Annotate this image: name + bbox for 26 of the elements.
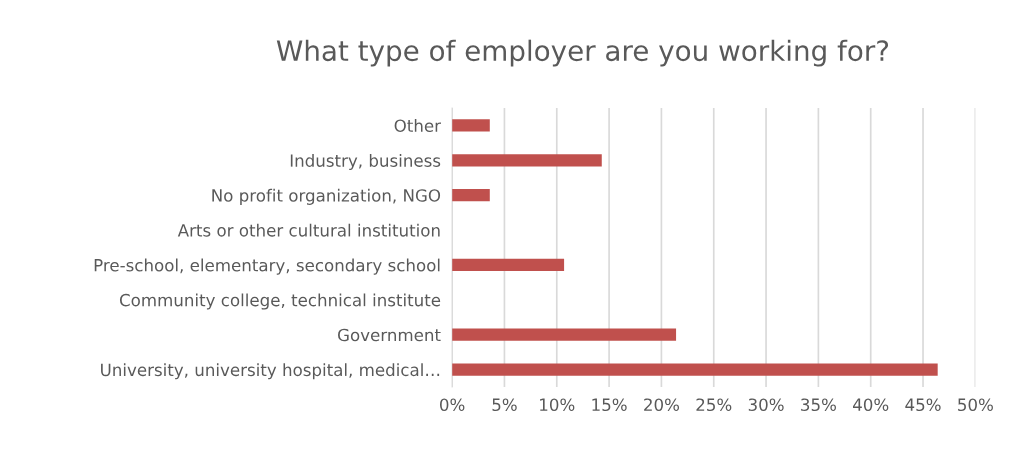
y-tick-label: Pre-school, elementary, secondary school <box>94 258 440 275</box>
x-tick-label: 50% <box>958 398 993 412</box>
y-tick-label: University, university hospital, medical… <box>101 363 440 380</box>
y-tick-label: Other <box>394 119 442 133</box>
bar <box>452 189 490 202</box>
chart-title: What type of employer are you working for? <box>276 39 889 67</box>
x-tick-label: 5% <box>492 398 517 412</box>
y-tick-label: Government <box>338 328 441 342</box>
y-tick-label: Arts or other cultural institution <box>177 223 440 237</box>
x-tick-label: 20% <box>644 398 680 412</box>
bar <box>452 154 602 167</box>
x-tick-label: 0% <box>440 398 465 412</box>
bar <box>452 258 565 272</box>
y-tick-label: Industry, business <box>290 153 441 171</box>
x-tick-label: 10% <box>540 398 575 412</box>
y-tick-label: No profit organization, NGO <box>212 188 441 205</box>
x-tick-label: 45% <box>905 398 941 412</box>
x-tick-label: 40% <box>853 398 889 412</box>
bar <box>452 328 677 341</box>
y-tick-label: Community college, technical institute <box>119 293 441 310</box>
bar <box>452 363 938 376</box>
x-tick-label: 25% <box>696 398 732 412</box>
bar <box>452 119 490 132</box>
x-tick-label: 15% <box>592 398 627 412</box>
x-tick-label: 30% <box>748 398 784 412</box>
x-tick-label: 35% <box>801 398 836 412</box>
